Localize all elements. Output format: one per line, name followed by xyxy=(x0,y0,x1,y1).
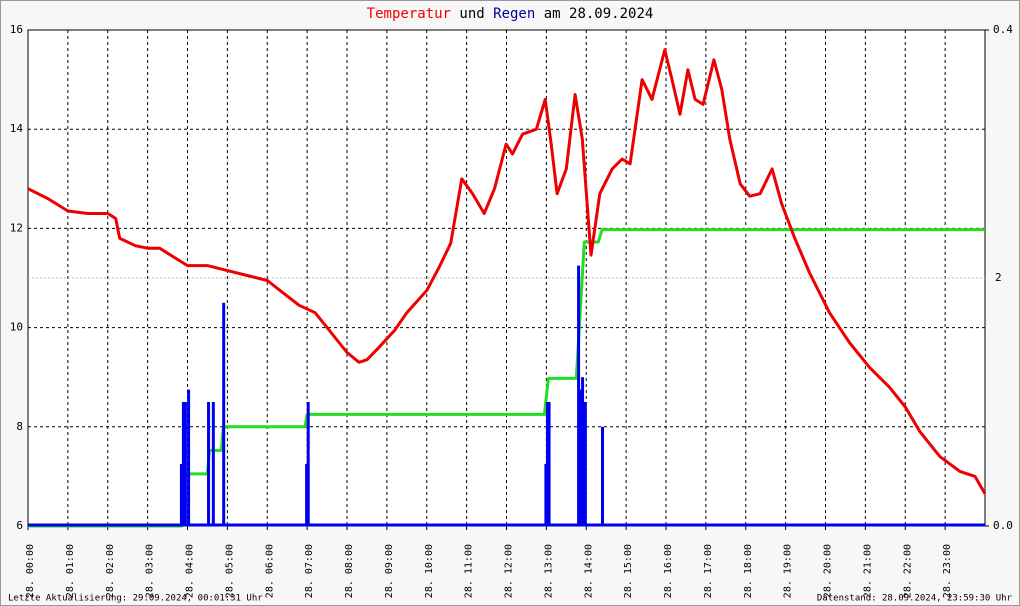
bar xyxy=(187,389,191,526)
title-part: Temperatur xyxy=(367,6,451,22)
x-tick-label: 28. 09:00 xyxy=(384,544,395,598)
y2-tick-label: 0.4 xyxy=(993,23,1013,36)
x-tick-label: 28. 17:00 xyxy=(703,544,714,598)
bar xyxy=(547,402,551,526)
footer-left: Letzte Aktualisierung: 29.09.2024, 00:01… xyxy=(8,594,263,604)
x-tick-label: 28. 07:00 xyxy=(304,544,315,598)
y-tick-label: 12 xyxy=(10,221,23,234)
title-part: Regen xyxy=(493,6,535,22)
x-tick-label: 28. 21:00 xyxy=(862,544,873,598)
bar xyxy=(544,464,548,526)
y-tick-label: 6 xyxy=(16,519,23,532)
x-tick-label: 28. 08:00 xyxy=(344,544,355,598)
x-tick-label: 28. 11:00 xyxy=(464,544,475,598)
bar xyxy=(183,402,187,526)
x-tick-label: 28. 04:00 xyxy=(185,544,196,598)
title-part: am 28.09.2024 xyxy=(544,6,654,22)
x-tick-label: 28. 10:00 xyxy=(424,544,435,598)
bar xyxy=(577,265,581,526)
bar xyxy=(179,464,183,526)
y-tick-label: 16 xyxy=(10,23,23,36)
bar xyxy=(583,402,587,526)
x-tick-label: 28. 01:00 xyxy=(65,544,76,598)
bar xyxy=(581,377,585,526)
bar xyxy=(222,302,226,526)
line xyxy=(27,48,987,495)
x-tick-label: 28. 12:00 xyxy=(504,544,515,598)
y2-tick-label: 0.0 xyxy=(993,519,1013,532)
bar xyxy=(211,402,215,526)
bar xyxy=(306,402,310,526)
bar xyxy=(305,464,309,526)
y3-tick-label: 2 xyxy=(995,271,1002,284)
bar xyxy=(545,402,549,526)
x-tick-label: 28. 13:00 xyxy=(543,544,554,598)
x-tick-label: 28. 02:00 xyxy=(105,544,116,598)
bar xyxy=(207,402,211,526)
x-tick-label: 28. 00:00 xyxy=(25,544,36,598)
x-tick-label: 28. 19:00 xyxy=(783,544,794,598)
y-tick-label: 8 xyxy=(16,420,23,433)
y-tick-label: 14 xyxy=(10,122,24,135)
x-tick-label: 28. 20:00 xyxy=(823,544,834,598)
bar xyxy=(579,389,583,526)
bar xyxy=(181,402,185,526)
bar xyxy=(601,426,605,526)
y-tick-label: 10 xyxy=(10,321,23,334)
x-tick-label: 28. 06:00 xyxy=(264,544,275,598)
x-tick-label: 28. 23:00 xyxy=(942,544,953,598)
x-tick-label: 28. 16:00 xyxy=(663,544,674,598)
x-tick-label: 28. 22:00 xyxy=(902,544,913,598)
x-tick-label: 28. 14:00 xyxy=(583,544,594,598)
x-tick-label: 28. 15:00 xyxy=(623,544,634,598)
x-tick-label: 28. 18:00 xyxy=(743,544,754,598)
chart-title: Temperatur und Regen am 28.09.2024 xyxy=(367,6,654,22)
x-tick-label: 28. 05:00 xyxy=(224,544,235,598)
title-part: und xyxy=(459,6,484,22)
x-tick-label: 28. 03:00 xyxy=(145,544,156,598)
footer-right: Datenstand: 28.09.2024, 23:59:30 Uhr xyxy=(817,594,1013,604)
